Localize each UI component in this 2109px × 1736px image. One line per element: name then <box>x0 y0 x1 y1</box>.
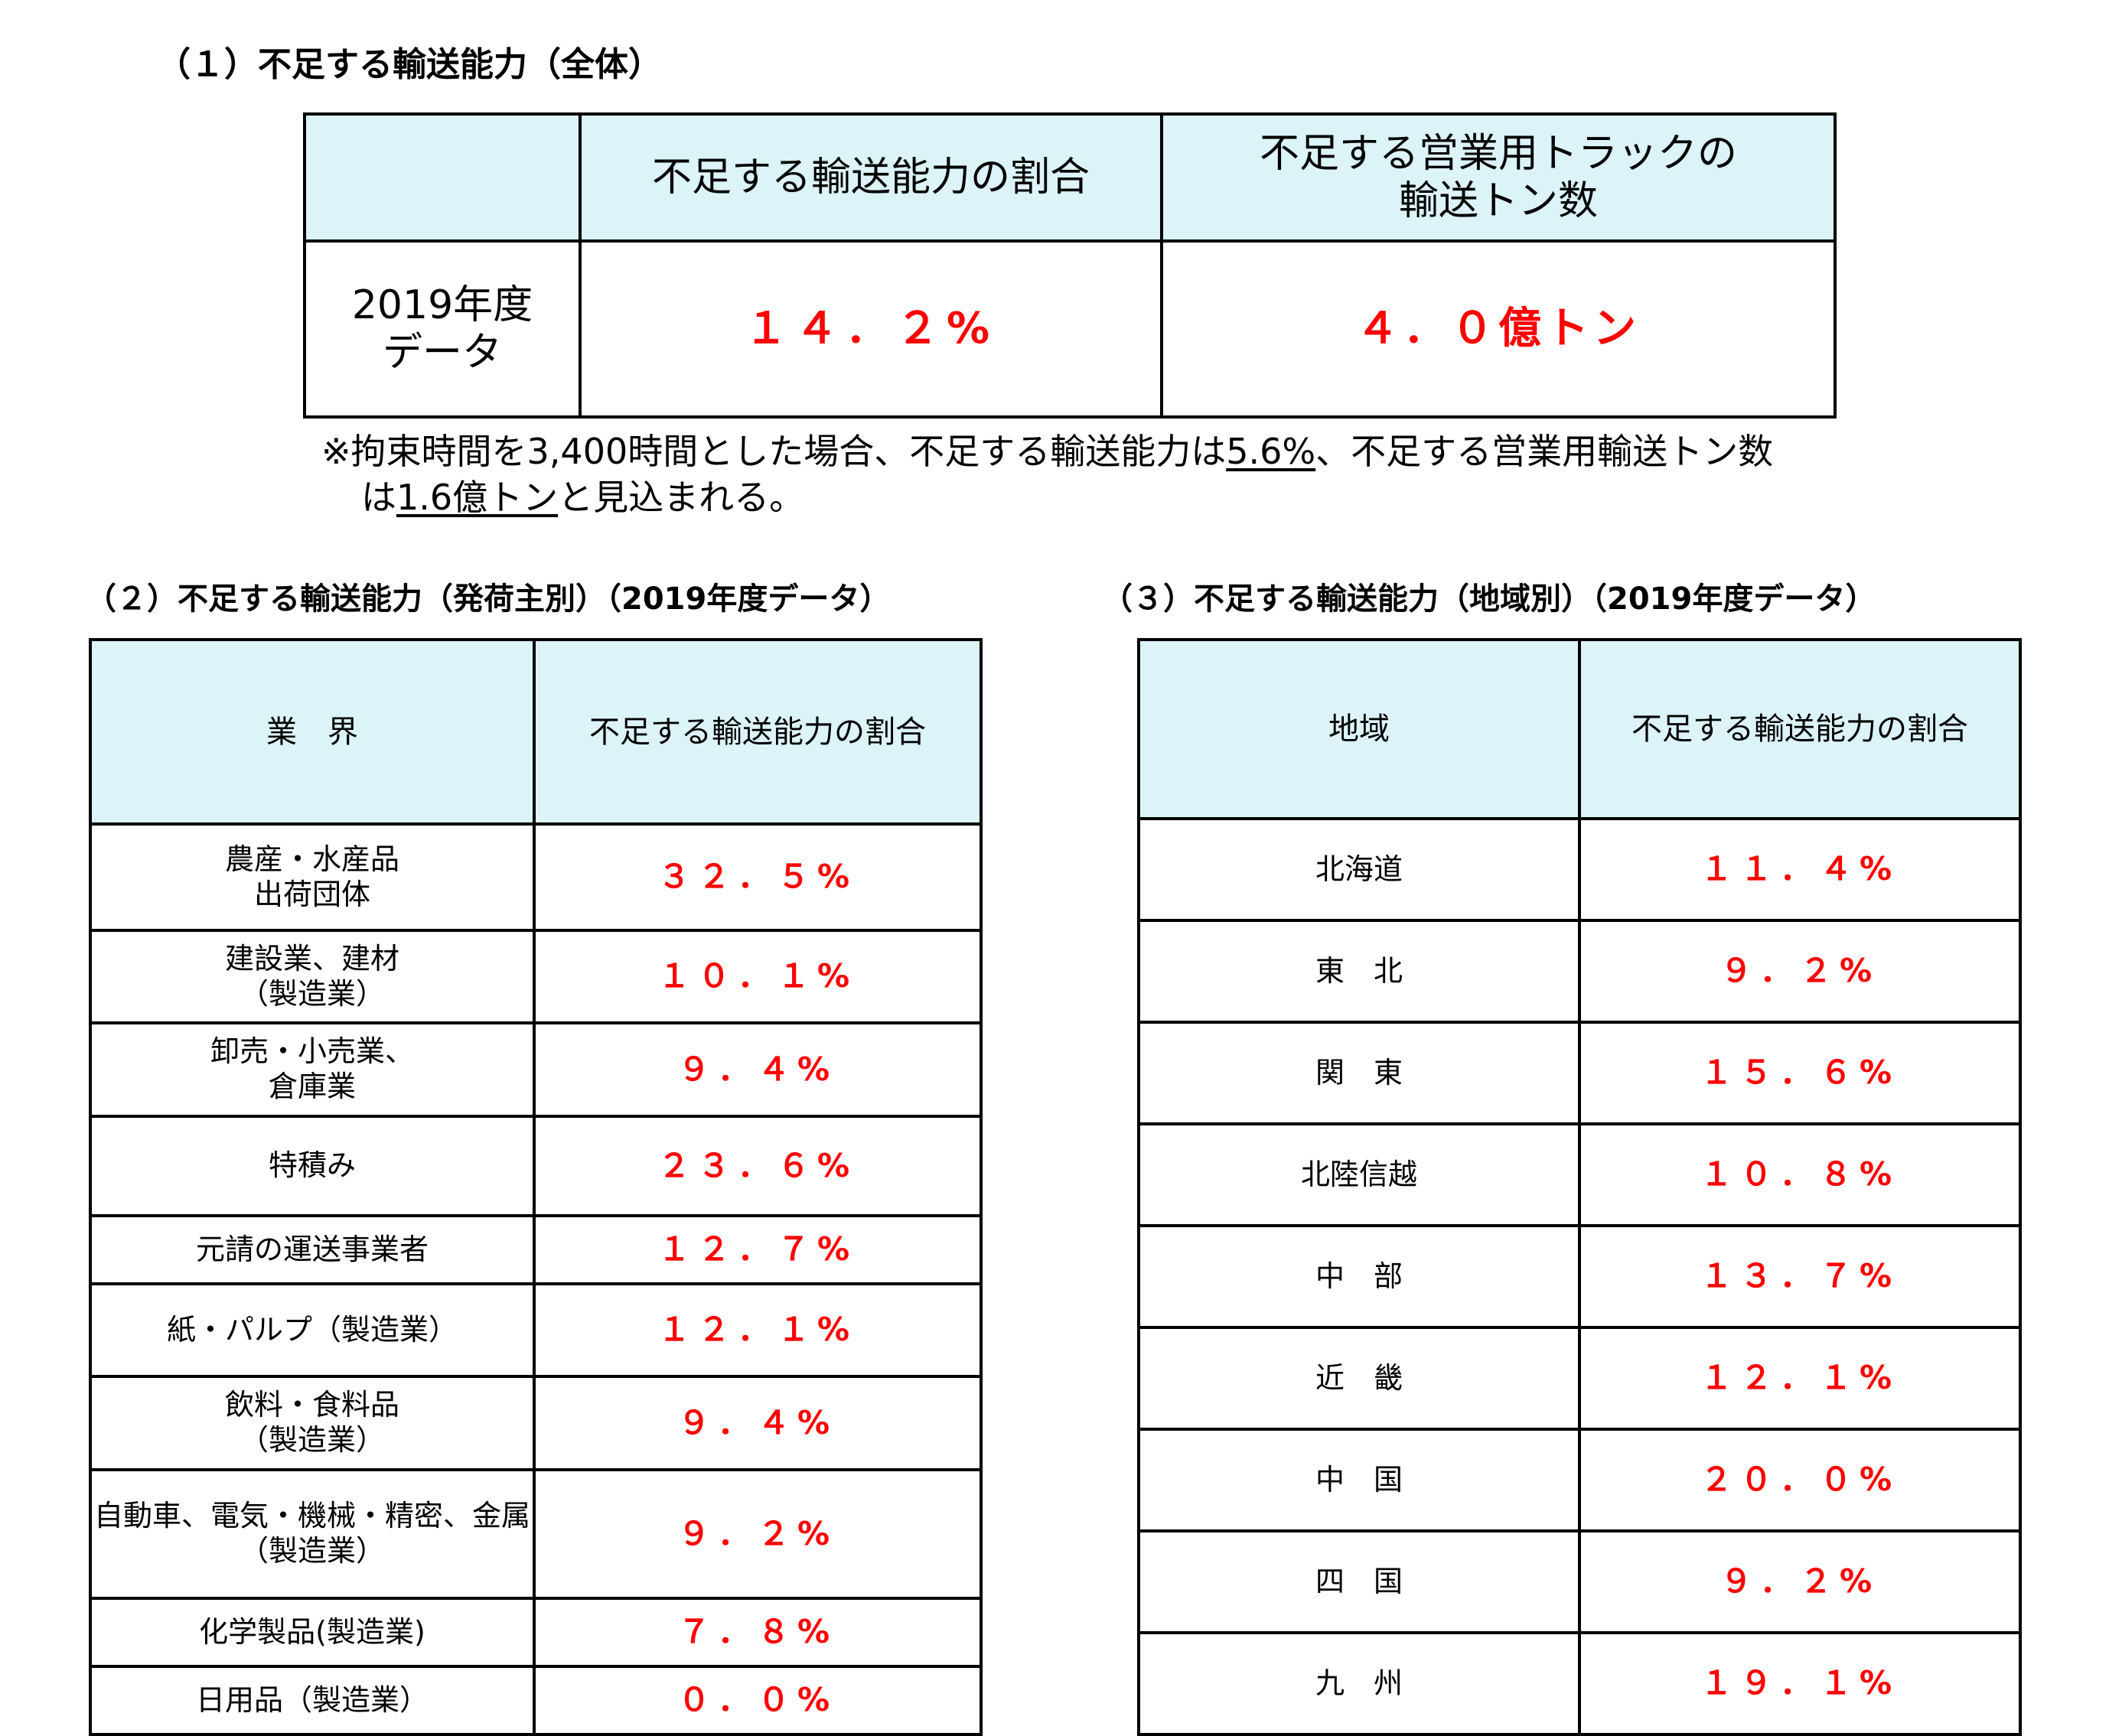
region-label: 北陸信越 <box>1137 1122 1581 1227</box>
industry-label: 卸売・小売業、 倉庫業 <box>89 1021 536 1118</box>
table-row: 近 畿 １２．１% <box>1137 1326 2022 1431</box>
capacity-note: ※拘束時間を3,400時間とした場合、不足する輸送能力は5.6%、不足する営業用… <box>321 428 1773 520</box>
region-label: 中 国 <box>1137 1428 1581 1532</box>
shortage-ratio-value: １０．８% <box>1578 1122 2022 1227</box>
shortage-ratio-value: ７．８% <box>533 1597 983 1668</box>
row-label-2019: 2019年度 データ <box>303 239 582 419</box>
shortage-ratio-value: ９．４% <box>533 1021 983 1118</box>
capacity-note-line1: ※拘束時間を3,400時間とした場合、不足する輸送能力は5.6%、不足する営業用… <box>321 431 1774 472</box>
industry-label: 自動車、電気・機械・精密、金属 （製造業） <box>89 1468 536 1600</box>
overall-shortage-table: 不足する輸送能力の割合 不足する営業用トラックの 輸送トン数 2019年度 デー… <box>303 112 1837 419</box>
header-blank-cell <box>303 112 582 243</box>
header-shortage-ratio: 不足する輸送能力の割合 <box>579 112 1163 243</box>
shortage-ratio-value: ２０．０% <box>1578 1428 2022 1532</box>
shortage-ratio-value: １２．７% <box>533 1214 983 1285</box>
table-row: 建設業、建材 （製造業） １０．１% <box>89 929 983 1024</box>
table-row: 日用品（製造業） ０．０% <box>89 1665 983 1736</box>
industry-label: 飲料・食料品 （製造業） <box>89 1375 536 1471</box>
industry-label: 日用品（製造業） <box>89 1665 536 1736</box>
table-row: 北海道 １１．４% <box>1137 817 2022 922</box>
shortage-ratio-value: ３２．５% <box>533 822 983 932</box>
shortage-ratio-value: ９．４% <box>533 1375 983 1471</box>
shortage-ratio-value: １９．１% <box>1578 1631 2022 1736</box>
header-shortage-ratio: 不足する輸送能力の割合 <box>1578 638 2022 820</box>
industry-label: 特積み <box>89 1115 536 1217</box>
industry-label: 元請の運送事業者 <box>89 1214 536 1285</box>
table-row: 九 州 １９．１% <box>1137 1631 2022 1736</box>
industry-label: 建設業、建材 （製造業） <box>89 929 536 1024</box>
shortage-ratio-value: １０．１% <box>533 929 983 1024</box>
table-row: 東 北 ９．２% <box>1137 919 2022 1024</box>
industry-label: 紙・パルプ（製造業） <box>89 1282 536 1378</box>
overall-shortage-ratio-value: １４．２% <box>579 239 1163 419</box>
table-row: 紙・パルプ（製造業） １２．１% <box>89 1282 983 1378</box>
section3-heading: （３）不足する輸送能力（地域別）（2019年度データ） <box>1102 581 1876 617</box>
table-row: 中 国 ２０．０% <box>1137 1428 2022 1532</box>
shortage-ratio-value: １３．７% <box>1578 1224 2022 1329</box>
table-row: 元請の運送事業者 １２．７% <box>89 1214 983 1285</box>
overall-tonnage-value: ４．０億トン <box>1160 239 1837 419</box>
table-row: 飲料・食料品 （製造業） ９．４% <box>89 1375 983 1471</box>
table-row: 化学製品(製造業) ７．８% <box>89 1597 983 1668</box>
shortage-ratio-value: １２．１% <box>1578 1326 2022 1431</box>
shortage-ratio-value: ９．２% <box>1578 1529 2022 1634</box>
shortage-ratio-value: ２３．６% <box>533 1115 983 1217</box>
header-shortage-ratio: 不足する輸送能力の割合 <box>533 638 983 826</box>
shortage-ratio-value: ９．２% <box>1578 919 2022 1024</box>
header-region: 地域 <box>1137 638 1581 820</box>
shortage-ratio-value: ０．０% <box>533 1665 983 1736</box>
region-label: 九 州 <box>1137 1631 1581 1736</box>
shortage-ratio-value: １１．４% <box>1578 817 2022 922</box>
shortage-ratio-value: １２．１% <box>533 1282 983 1378</box>
region-shortage-table: 地域 不足する輸送能力の割合 北海道 １１．４% 東 北 ９．２% 関 東 １５．６% 北陸… <box>1137 638 2022 1736</box>
section1-heading: （１）不足する輸送能力（全体） <box>157 45 662 84</box>
region-label: 中 部 <box>1137 1224 1581 1329</box>
region-label: 関 東 <box>1137 1021 1581 1125</box>
shipper-shortage-table: 業 界 不足する輸送能力の割合 農産・水産品 出荷団体 ３２．５% 建設業、建材 （… <box>89 638 983 1736</box>
industry-label: 化学製品(製造業) <box>89 1597 536 1668</box>
table-row: 四 国 ９．２% <box>1137 1529 2022 1634</box>
region-label: 北海道 <box>1137 817 1581 922</box>
table-row: 関 東 １５．６% <box>1137 1021 2022 1125</box>
region-label: 東 北 <box>1137 919 1581 1024</box>
table-row: 自動車、電気・機械・精密、金属 （製造業） ９．２% <box>89 1468 983 1600</box>
shortage-ratio-value: １５．６% <box>1578 1021 2022 1125</box>
section2-heading: （２）不足する輸送能力（発荷主別）（2019年度データ） <box>86 581 891 617</box>
table-row: 卸売・小売業、 倉庫業 ９．４% <box>89 1021 983 1118</box>
table-row: 農産・水産品 出荷団体 ３２．５% <box>89 822 983 932</box>
region-label: 四 国 <box>1137 1529 1581 1634</box>
note-underlined-percent: 5.6% <box>1226 431 1316 472</box>
region-label: 近 畿 <box>1137 1326 1581 1431</box>
header-truck-tonnage: 不足する営業用トラックの 輸送トン数 <box>1160 112 1837 243</box>
header-industry: 業 界 <box>89 638 536 826</box>
note-underlined-tonnage: 1.6億トン <box>396 477 559 518</box>
table-row: 北陸信越 １０．８% <box>1137 1122 2022 1227</box>
shortage-ratio-value: ９．２% <box>533 1468 983 1600</box>
table-row: 特積み ２３．６% <box>89 1115 983 1217</box>
industry-label: 農産・水産品 出荷団体 <box>89 822 536 932</box>
table-row: 中 部 １３．７% <box>1137 1224 2022 1329</box>
capacity-note-line2: は1.6億トンと見込まれる。 <box>361 477 805 518</box>
